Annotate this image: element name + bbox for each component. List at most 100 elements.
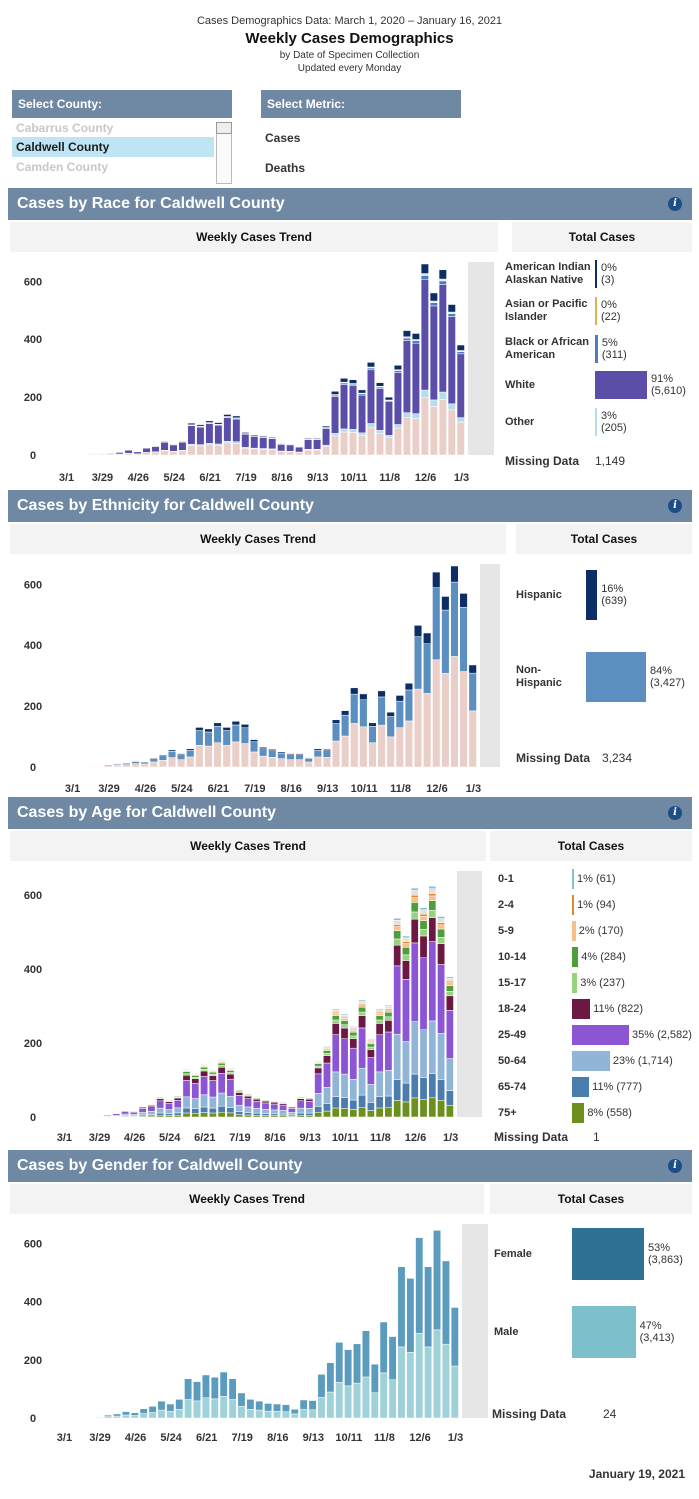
total-percent: 91% [651,373,674,385]
missing-data-value: 1,149 [595,454,626,468]
bar-segment [397,1346,406,1419]
total-cases-header: Total Cases [490,831,692,861]
info-icon[interactable]: i [668,1159,682,1173]
bar-segment [406,1352,415,1419]
weekly-bar [437,916,445,1118]
bar-segment [370,1392,379,1419]
total-bar[interactable] [595,408,597,436]
weekly-bar [447,304,456,456]
total-bar[interactable] [572,1228,644,1280]
bar-segment [340,431,349,456]
total-bar[interactable] [572,1306,636,1358]
weekly-bar [268,436,277,456]
weekly-bar [273,1403,281,1419]
bar-segment [147,1111,156,1115]
total-value: 5% (311) [602,337,627,361]
bar-segment [456,417,465,423]
bar-segment [404,689,413,722]
bar-segment [456,351,465,355]
bar-segment [308,1409,317,1419]
category-label-line: White [505,378,535,391]
bar-segment [149,757,158,759]
total-value: 47% (3,413) [640,1320,675,1344]
weekly-bar [175,1399,184,1419]
weekly-bar [204,728,213,768]
total-bar[interactable] [595,371,647,399]
total-bar[interactable] [572,1051,610,1071]
weekly-trend-header: Weekly Cases Trend [10,524,506,554]
weekly-bar [344,1349,353,1419]
county-option-cabarrus[interactable]: Cabarrus County [16,121,114,135]
weekly-bar [213,722,222,768]
total-bar[interactable] [586,652,646,702]
bar-segment [393,424,402,429]
bar-segment [235,1095,244,1106]
total-bar[interactable] [572,947,579,967]
bar-segment [237,1405,246,1419]
bar-segment [450,565,459,583]
bar-segment [358,394,366,434]
total-bar[interactable] [572,895,575,915]
bar-segment [115,452,124,455]
total-bar[interactable] [572,1025,629,1045]
bar-segment [268,750,277,758]
total-bar[interactable] [586,570,598,620]
bar-segment [368,722,377,727]
county-list-scroll-thumb[interactable] [216,122,232,134]
bar-segment [322,446,331,456]
info-icon[interactable]: i [668,499,682,513]
metric-option-deaths[interactable]: Deaths [265,161,306,175]
category-label: 18-24 [498,1003,526,1016]
total-bar[interactable] [572,999,591,1019]
total-bar[interactable] [595,260,597,288]
weekly-bar [193,1381,201,1419]
total-bar[interactable] [572,869,574,889]
bar-segment [424,1266,433,1348]
total-bar[interactable] [572,1103,585,1123]
bar-segment [304,437,313,440]
bar-segment [420,397,429,456]
bar-segment [277,444,286,452]
total-bar[interactable] [572,973,578,993]
total-bar[interactable] [595,297,597,325]
bar-segment [432,587,441,661]
total-bar[interactable] [572,1077,590,1097]
bar-segment [326,1362,335,1393]
bar-segment [182,1107,191,1114]
bar-segment [358,1000,366,1004]
bar-segment [428,1073,437,1099]
weekly-trend-chart: 0 200 400 600 3/1 3/29 4/26 5/24 6/21 7/19 8/16 9/1… [24,871,482,1143]
bar-segment [429,399,438,407]
bar-segment [208,1112,217,1118]
weekly-trend-header: Weekly Cases Trend [10,1184,484,1214]
bar-segment [244,1114,252,1118]
bar-segment [349,1031,358,1037]
weekly-bar [277,443,286,456]
county-option-camden[interactable]: Camden County [16,160,109,174]
weekly-bar [113,763,122,768]
bar-segment [340,1108,349,1118]
metric-option-cases[interactable]: Cases [265,131,301,145]
total-count: (3) [601,274,615,286]
info-icon[interactable]: i [668,806,682,820]
total-bar[interactable] [572,921,576,941]
total-bar[interactable] [595,335,598,363]
bar-segment [340,1013,349,1016]
bar-segment [370,1363,379,1393]
bar-segment [158,754,167,757]
bar-segment [200,1063,208,1065]
bar-segment [393,938,402,946]
weekly-bar [286,443,295,456]
county-option-caldwell[interactable]: Caldwell County [12,137,214,157]
x-tick-label: 7/19 [229,1132,250,1143]
bar-segment [358,1015,366,1029]
weekly-bar [415,1237,424,1419]
info-icon[interactable]: i [668,197,682,211]
bar-segment [177,759,186,768]
bar-segment [249,741,259,753]
bar-segment [384,1011,393,1018]
bar-segment [268,436,277,439]
incomplete-data-band [462,1224,488,1418]
bar-segment [344,1385,353,1419]
bar-segment [350,723,359,768]
